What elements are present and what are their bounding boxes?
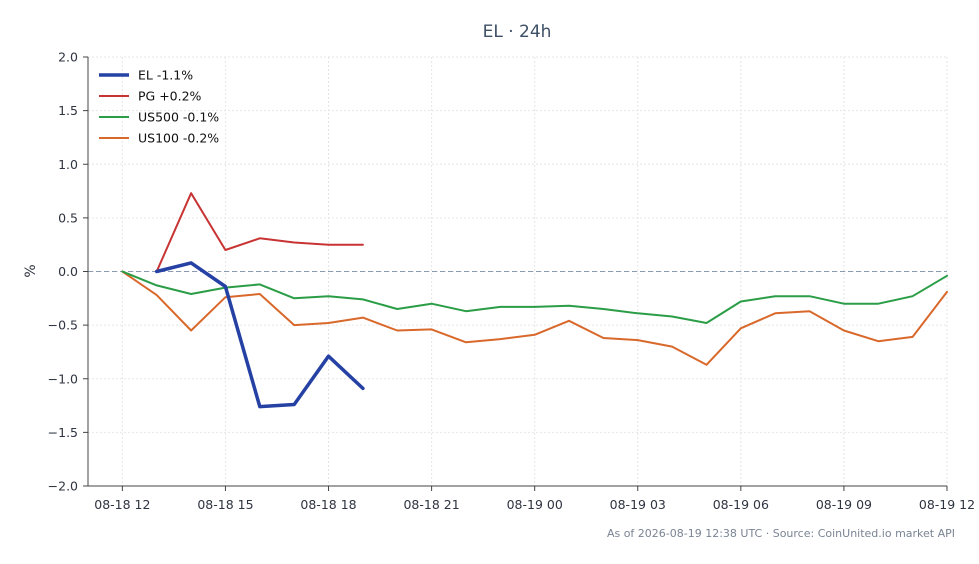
y-tick-label: −1.0	[48, 371, 78, 386]
legend-label-3: US100 -0.2%	[138, 131, 219, 146]
x-tick-label: 08-18 21	[403, 497, 459, 512]
footer-source-note: As of 2026-08-19 12:38 UTC · Source: Coi…	[607, 527, 955, 540]
series-line-0	[154, 261, 365, 409]
x-tick-label: 08-19 03	[610, 497, 666, 512]
x-tick-label: 08-18 18	[300, 497, 356, 512]
grid-lines	[88, 56, 948, 487]
series-line-2	[121, 270, 948, 324]
y-tick-label: 1.5	[58, 103, 78, 118]
legend-label-2: US500 -0.1%	[138, 110, 219, 125]
x-tick-label: 08-19 12	[919, 497, 975, 512]
chart-axes: 2.0 1.5 1.0 0.5 0.0 −0.5 −1.0 −1.5 −2.0 08-18 12 0…	[48, 50, 975, 513]
y-tick-label: −0.5	[48, 318, 78, 333]
y-tick-label: 1.0	[58, 157, 78, 172]
x-tick-label: 08-19 06	[713, 497, 769, 512]
legend-label-1: PG +0.2%	[138, 89, 202, 104]
x-tick-label: 08-18 15	[197, 497, 253, 512]
chart-title: EL · 24h	[483, 22, 552, 42]
y-tick-label: 2.0	[58, 50, 78, 65]
y-tick-label: 0.5	[58, 210, 78, 225]
y-tick-label: 0.0	[58, 264, 78, 279]
x-tick-label: 08-19 09	[816, 497, 872, 512]
chart-legend: EL -1.1% PG +0.2% US500 -0.1% US100 -0.2%	[99, 68, 219, 146]
series-line-3	[121, 270, 948, 366]
x-tick-label: 08-19 00	[507, 497, 563, 512]
y-tick-label: −2.0	[48, 479, 78, 494]
series-lines	[121, 192, 948, 409]
y-axis-label: %	[23, 264, 39, 277]
legend-label-0: EL -1.1%	[138, 68, 193, 83]
x-tick-label: 08-18 12	[94, 497, 150, 512]
series-line-1	[155, 192, 364, 273]
y-tick-label: −1.5	[48, 425, 78, 440]
